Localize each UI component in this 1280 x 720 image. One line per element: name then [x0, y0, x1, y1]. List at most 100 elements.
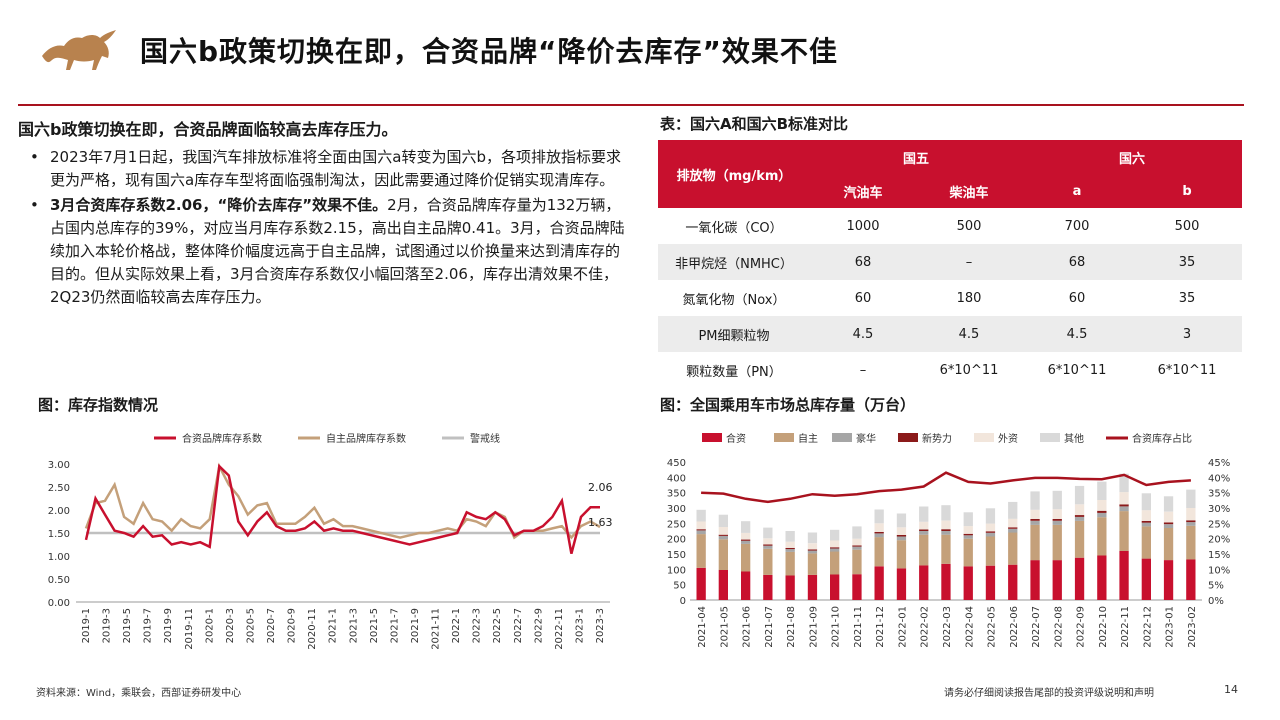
- y-tick-label: 150: [667, 550, 686, 561]
- table-row: 氮氧化物（Nox） 60 180 60 35: [658, 280, 1242, 316]
- header-b: b: [1132, 174, 1243, 208]
- bar-segment-4: [896, 527, 907, 535]
- bar-segment-1: [1163, 527, 1174, 561]
- y2-tick-label: 10%: [1208, 565, 1230, 576]
- bar-segment-1: [1052, 524, 1062, 561]
- bar-segment-3: [1097, 510, 1107, 513]
- bar-segment-5: [963, 512, 973, 527]
- x-tick-label: 2021-07: [764, 606, 775, 648]
- bar-segment-3: [919, 529, 929, 531]
- emission-standard-table: 排放物（mg/km） 国五 国六 汽油车 柴油车 a b 一氧化碳（CO） 10…: [658, 140, 1243, 388]
- table-cell: 1000: [846, 218, 880, 234]
- y-tick-label: 350: [667, 489, 686, 500]
- table-cell: 颗粒数量（PN）: [686, 364, 782, 380]
- y-tick-label: 0.50: [48, 575, 70, 586]
- bar-segment-0: [1163, 560, 1174, 600]
- x-tick-label: 2019-1: [81, 608, 92, 643]
- bar-segment-1: [1097, 517, 1107, 556]
- bar-segment-4: [1074, 504, 1085, 515]
- x-tick-label: 2022-9: [533, 608, 544, 643]
- table-cell: 60: [854, 290, 872, 306]
- table-cell: –: [859, 362, 867, 378]
- x-tick-label: 2022-02: [920, 606, 931, 648]
- bar-segment-5: [763, 527, 773, 539]
- bar-segment-3: [785, 547, 795, 550]
- bar-segment-3: [963, 533, 973, 536]
- bar-segment-2: [1052, 520, 1062, 525]
- table-row: 非甲烷烃（NMHC） 68 – 68 35: [658, 244, 1243, 280]
- bar-segment-0: [1008, 564, 1018, 600]
- legend-swatch: [832, 433, 852, 442]
- bar-segment-1: [941, 534, 951, 564]
- bar-segment-4: [1097, 500, 1107, 511]
- bar-segment-3: [874, 531, 884, 534]
- bar-segment-0: [1074, 557, 1085, 600]
- bar-segment-5: [1119, 473, 1129, 493]
- bar-segment-2: [941, 531, 951, 535]
- legend-label: 合资库存占比: [1132, 432, 1192, 445]
- x-tick-label: 2023-3: [595, 608, 606, 643]
- jv-last-value-label: 2.06: [588, 481, 613, 494]
- bar-segment-0: [874, 566, 884, 600]
- bar-segment-1: [696, 534, 706, 568]
- header-guo6: 国六: [1022, 140, 1243, 174]
- y-tick-label: 0.00: [48, 598, 70, 609]
- legend-label-0: 合资品牌库存系数: [182, 432, 262, 445]
- y2-tick-label: 30%: [1208, 504, 1230, 515]
- x-tick-label: 2019-9: [163, 608, 174, 643]
- bar-segment-1: [852, 549, 862, 575]
- header-a: a: [1022, 174, 1133, 208]
- bar-segment-3: [741, 539, 751, 541]
- jv-share-line: [701, 471, 1191, 504]
- table-cell: 非甲烷烃（NMHC）: [658, 244, 810, 280]
- x-tick-label: 2023-1: [574, 608, 585, 643]
- bar-segment-4: [718, 527, 728, 535]
- table-cell: 35: [1132, 244, 1243, 280]
- legend-swatch: [974, 433, 994, 442]
- bar-segment-2: [830, 548, 840, 552]
- bar-segment-5: [1163, 496, 1174, 512]
- bar-segment-2: [1141, 522, 1151, 527]
- table-cell: 700: [1064, 218, 1090, 234]
- bar-segment-2: [1119, 506, 1129, 512]
- bullet-text: 2月，合资品牌库存量为132万辆，占国内总库存的39%，对应当月库存系数2.15…: [50, 196, 625, 306]
- bar-segment-5: [696, 509, 706, 522]
- bar-segment-5: [1097, 481, 1107, 500]
- bar-segment-4: [1052, 509, 1062, 519]
- x-tick-label: 2022-03: [942, 606, 953, 648]
- table-row: 一氧化碳（CO） 1000 500 700 500: [658, 208, 1242, 244]
- x-tick-label: 2021-12: [875, 606, 886, 648]
- table-cell: PM细颗粒物: [658, 316, 810, 352]
- bar-segment-4: [963, 526, 973, 534]
- table-cell: –: [916, 244, 1023, 280]
- x-tick-label: 2022-05: [987, 606, 998, 648]
- x-tick-label: 2020-11: [307, 608, 318, 650]
- own-brand-inventory-line: [84, 462, 601, 540]
- table-cell: 4.5: [810, 316, 916, 352]
- bar-segment-3: [1119, 504, 1129, 507]
- bar-segment-0: [1186, 559, 1196, 600]
- x-tick-label: 2019-7: [143, 608, 154, 643]
- page-title: 国六b政策切换在即，合资品牌“降价去库存”效果不佳: [140, 35, 838, 68]
- bar-segment-0: [941, 563, 951, 600]
- bar-segment-4: [1186, 508, 1196, 521]
- bar-segment-4: [985, 523, 996, 532]
- x-tick-label: 2022-07: [1031, 606, 1042, 648]
- bar-segment-0: [696, 567, 706, 600]
- x-tick-label: 2021-08: [786, 606, 797, 648]
- legend-label: 其他: [1064, 432, 1084, 445]
- x-tick-label: 2022-08: [1053, 606, 1064, 648]
- bar-segment-2: [1163, 524, 1174, 528]
- bar-segment-0: [718, 569, 728, 600]
- bullet-list: 2023年7月1日起，我国汽车排放标准将全面由国六a转变为国六b，各项排放指标要…: [30, 146, 630, 311]
- bar-segment-2: [807, 550, 818, 554]
- bar-segment-5: [1030, 491, 1040, 510]
- header-guo5: 国五: [810, 140, 1023, 174]
- y2-tick-label: 20%: [1208, 535, 1230, 546]
- table-row: PM细颗粒物 4.5 4.5 4.5 3: [658, 316, 1243, 352]
- bar-segment-3: [718, 534, 728, 536]
- total-inventory-chart: 合资 自主 豪华 新势力 外资 其他 合资库存占比 0 50 100 150 200 250 300 350…: [667, 432, 1230, 648]
- bar-segment-2: [1186, 522, 1196, 526]
- x-tick-label: 2021-11: [431, 608, 442, 650]
- legend-label: 合资: [726, 432, 746, 445]
